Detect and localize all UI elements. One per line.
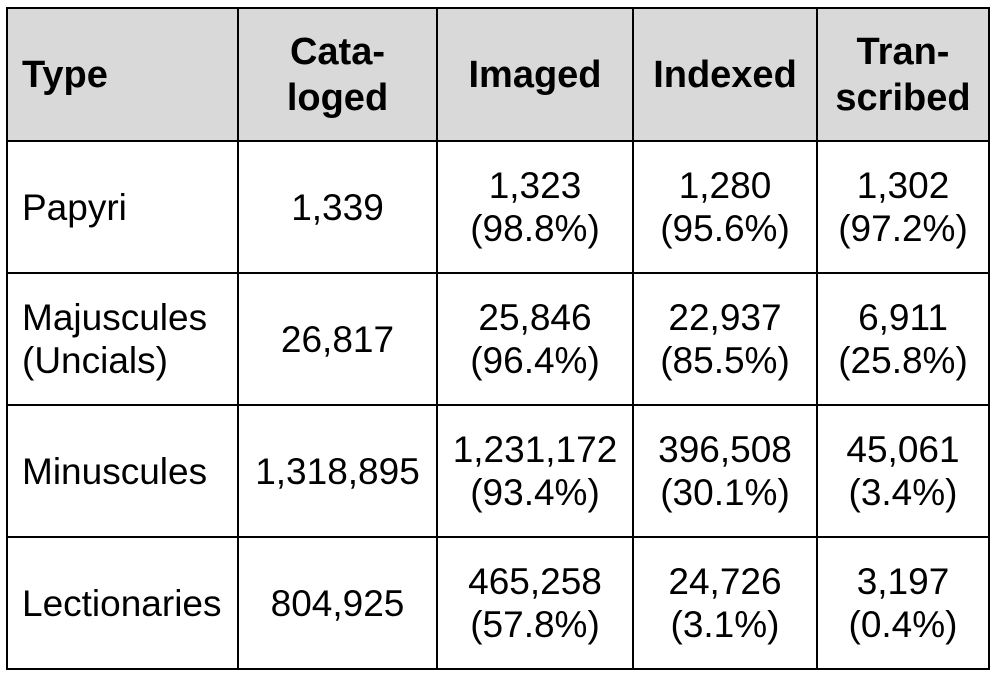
transcribed-cell: 45,061 (3.4%)	[816, 404, 990, 538]
table-row: Minuscules 1,318,895 1,231,172 (93.4%) 3…	[6, 404, 990, 538]
transcribed-cell: 6,911 (25.8%)	[816, 272, 990, 406]
header-row: Type Cata- loged Imaged Indexed Tran- sc…	[6, 7, 990, 142]
imaged-cell: 465,258 (57.8%)	[436, 536, 634, 670]
indexed-cell: 24,726 (3.1%)	[632, 536, 818, 670]
manuscript-table-container: Type Cata- loged Imaged Indexed Tran- sc…	[6, 7, 990, 670]
header-indexed: Indexed	[632, 7, 818, 142]
header-imaged: Imaged	[436, 7, 634, 142]
indexed-cell: 22,937 (85.5%)	[632, 272, 818, 406]
cataloged-cell: 804,925	[237, 536, 438, 670]
type-cell: Lectionaries	[6, 536, 239, 670]
imaged-cell: 25,846 (96.4%)	[436, 272, 634, 406]
header-transcribed: Tran- scribed	[816, 7, 990, 142]
indexed-cell: 1,280 (95.6%)	[632, 140, 818, 274]
imaged-cell: 1,323 (98.8%)	[436, 140, 634, 274]
cataloged-cell: 1,318,895	[237, 404, 438, 538]
table-row: Papyri 1,339 1,323 (98.8%) 1,280 (95.6%)…	[6, 140, 990, 274]
transcribed-cell: 1,302 (97.2%)	[816, 140, 990, 274]
cataloged-cell: 26,817	[237, 272, 438, 406]
table-row: Lectionaries 804,925 465,258 (57.8%) 24,…	[6, 536, 990, 670]
imaged-cell: 1,231,172 (93.4%)	[436, 404, 634, 538]
type-cell: Minuscules	[6, 404, 239, 538]
transcribed-cell: 3,197 (0.4%)	[816, 536, 990, 670]
manuscript-statistics-table: Type Cata- loged Imaged Indexed Tran- sc…	[6, 7, 990, 670]
type-cell: Papyri	[6, 140, 239, 274]
header-cataloged: Cata- loged	[237, 7, 438, 142]
table-row: Majuscules (Uncials) 26,817 25,846 (96.4…	[6, 272, 990, 406]
indexed-cell: 396,508 (30.1%)	[632, 404, 818, 538]
cataloged-cell: 1,339	[237, 140, 438, 274]
type-cell: Majuscules (Uncials)	[6, 272, 239, 406]
header-type: Type	[6, 7, 239, 142]
